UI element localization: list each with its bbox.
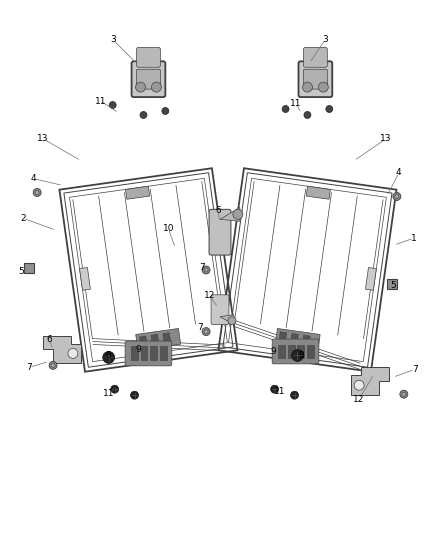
Polygon shape [136,328,180,350]
Polygon shape [139,336,147,347]
Circle shape [326,106,333,112]
FancyBboxPatch shape [272,339,319,364]
Circle shape [354,380,364,390]
Text: 3: 3 [322,35,328,44]
Bar [150,346,157,360]
Circle shape [33,189,41,197]
FancyBboxPatch shape [137,47,160,67]
Circle shape [233,209,243,219]
FancyBboxPatch shape [137,69,160,89]
Polygon shape [151,334,159,345]
Polygon shape [279,332,286,343]
Polygon shape [302,335,310,346]
Circle shape [304,111,311,118]
Polygon shape [220,314,234,325]
Circle shape [204,329,208,334]
Text: 3: 3 [110,35,116,44]
Text: 11: 11 [95,96,106,106]
Circle shape [303,82,312,92]
Polygon shape [365,268,376,290]
FancyBboxPatch shape [304,47,327,67]
Text: 11: 11 [290,99,301,108]
Text: 8: 8 [299,351,304,360]
Polygon shape [275,328,320,350]
Text: 4: 4 [30,174,36,183]
Circle shape [290,391,298,399]
Circle shape [202,266,210,274]
FancyBboxPatch shape [125,341,172,366]
Polygon shape [220,207,240,221]
Bar [288,344,294,358]
Text: 6: 6 [215,206,221,215]
Circle shape [292,350,304,361]
Circle shape [402,392,406,396]
Circle shape [162,108,169,115]
Polygon shape [290,334,298,344]
Text: 13: 13 [380,134,392,143]
FancyBboxPatch shape [304,69,327,89]
Circle shape [395,195,399,198]
Text: 11: 11 [274,387,286,395]
Text: 7: 7 [199,263,205,272]
Text: 12: 12 [353,394,365,403]
Text: 12: 12 [205,292,216,300]
Text: 5: 5 [390,281,396,290]
Polygon shape [163,333,171,344]
Text: 7: 7 [26,363,32,372]
Circle shape [35,190,39,195]
Circle shape [393,192,401,200]
Circle shape [131,391,138,399]
Polygon shape [351,367,389,395]
Circle shape [140,111,147,118]
FancyBboxPatch shape [298,61,332,97]
Text: 1: 1 [411,233,417,243]
Circle shape [103,351,115,364]
Circle shape [228,317,236,325]
Text: 7: 7 [412,365,417,374]
Polygon shape [80,268,90,290]
Polygon shape [306,186,330,199]
Text: 8: 8 [106,351,112,360]
Bar [387,279,397,289]
Text: 6: 6 [46,335,52,344]
Text: 11: 11 [103,389,114,398]
Circle shape [111,385,119,393]
Circle shape [400,390,408,398]
Bar [160,346,167,360]
Bar [307,344,314,358]
Text: 2: 2 [21,214,26,223]
FancyBboxPatch shape [209,209,231,255]
Polygon shape [43,336,81,364]
Circle shape [49,361,57,369]
Text: 9: 9 [271,347,276,356]
Bar [278,344,285,358]
Circle shape [135,82,145,92]
Circle shape [271,385,279,393]
Bar [141,346,148,360]
FancyBboxPatch shape [131,61,165,97]
Circle shape [282,106,289,112]
Text: 7: 7 [197,323,203,332]
Text: 13: 13 [37,134,49,143]
FancyBboxPatch shape [211,295,229,325]
Circle shape [202,328,210,336]
Polygon shape [125,186,150,199]
Circle shape [204,268,208,272]
Circle shape [152,82,161,92]
Text: 10: 10 [162,224,174,233]
Circle shape [51,364,55,367]
Circle shape [318,82,328,92]
Bar [131,346,138,360]
Text: 9: 9 [136,345,141,354]
Circle shape [109,102,116,109]
Circle shape [68,349,78,358]
Text: 5: 5 [18,268,24,277]
Bar [24,263,34,273]
Text: 4: 4 [396,168,402,177]
Bar [297,344,304,358]
